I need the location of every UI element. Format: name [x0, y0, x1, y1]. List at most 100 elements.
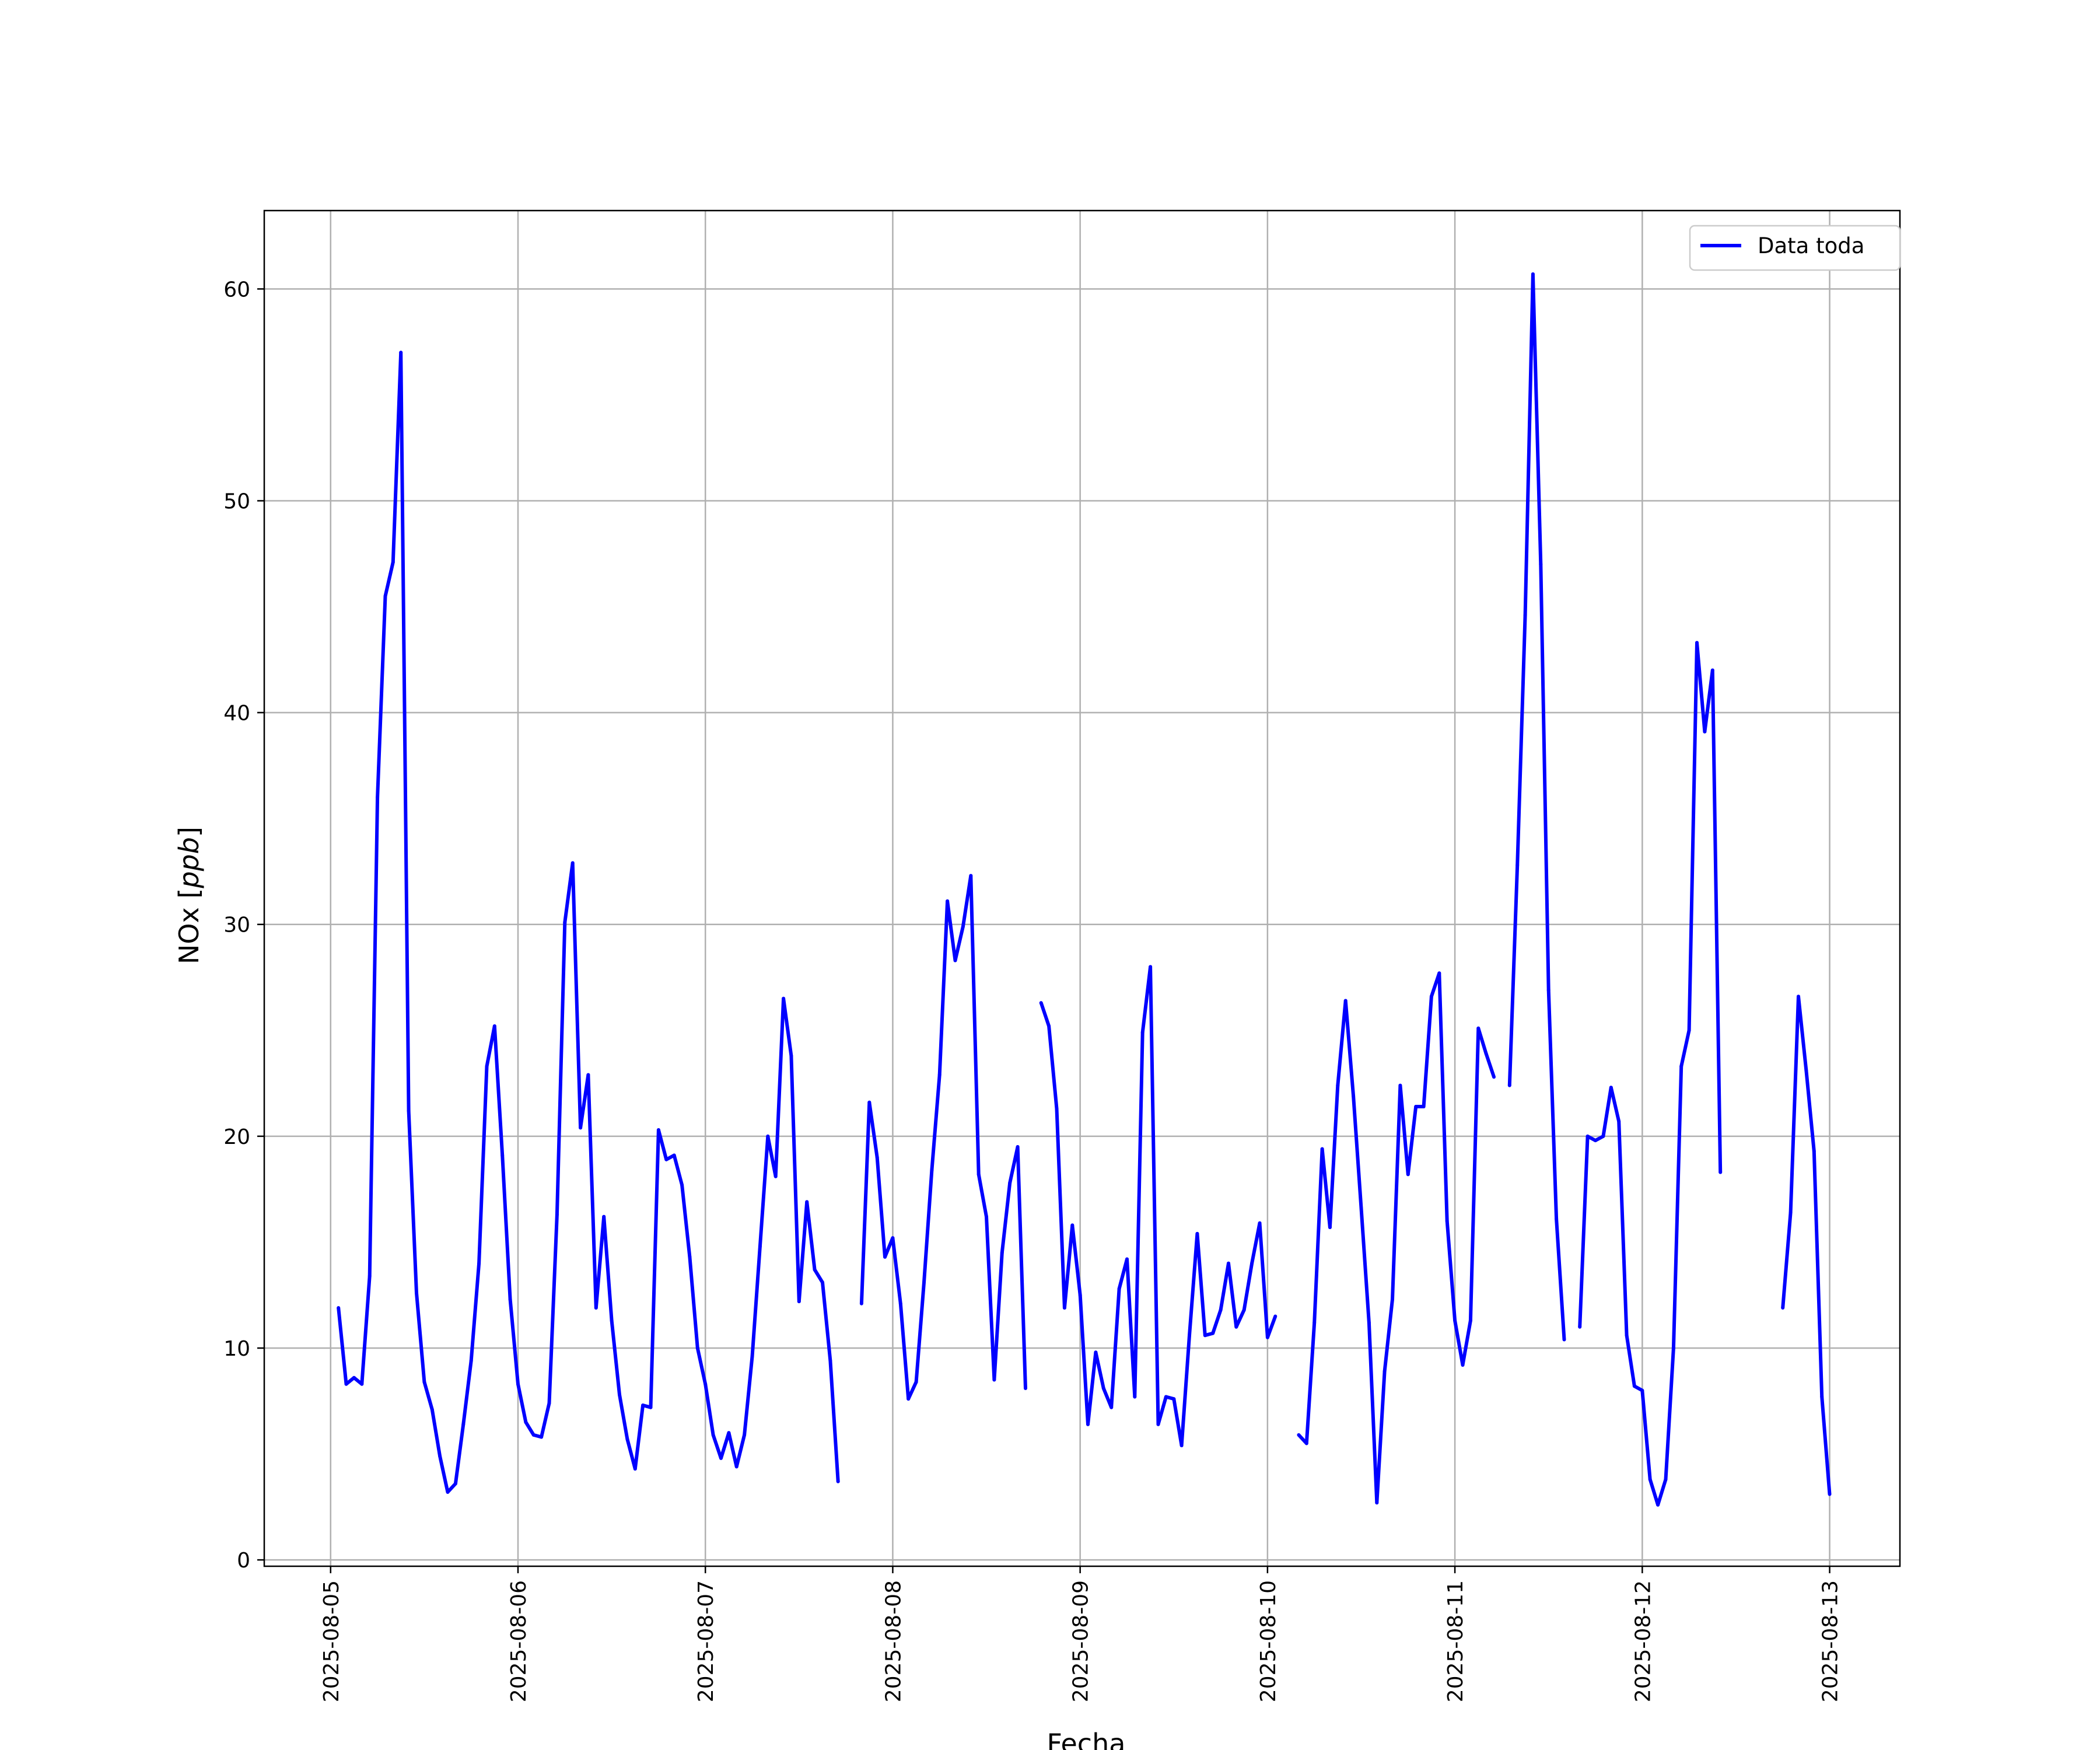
- x-tick-label: 2025-08-10: [1256, 1580, 1280, 1702]
- data-point: [1609, 1086, 1613, 1090]
- data-point: [1055, 1107, 1059, 1111]
- x-tick-label: 2025-08-08: [881, 1580, 905, 1702]
- data-point: [1000, 1251, 1004, 1255]
- data-point: [946, 899, 950, 903]
- data-point: [1016, 1145, 1020, 1149]
- data-point: [1117, 1287, 1121, 1291]
- data-point: [1203, 1334, 1207, 1338]
- data-point: [1094, 1350, 1098, 1354]
- data-point: [1242, 1308, 1246, 1312]
- y-axis-label-bracket-open: [: [173, 888, 205, 908]
- data-point: [891, 1236, 895, 1240]
- data-point: [602, 1214, 606, 1219]
- data-point: [774, 1174, 778, 1178]
- data-point: [797, 1300, 801, 1304]
- data-point: [930, 1168, 934, 1172]
- data-point: [1414, 1105, 1418, 1108]
- data-point: [1671, 1346, 1675, 1350]
- data-point: [1601, 1134, 1605, 1138]
- data-point: [1227, 1261, 1230, 1265]
- data-point: [555, 1213, 559, 1217]
- data-point: [1695, 640, 1699, 645]
- data-point: [1828, 1492, 1832, 1496]
- data-point: [1516, 863, 1520, 867]
- data-point: [1718, 1170, 1723, 1174]
- data-point: [1429, 995, 1433, 999]
- data-point: [664, 1157, 668, 1161]
- data-point: [719, 1456, 723, 1460]
- x-axis-label: Fecha: [1047, 1728, 1126, 1750]
- data-point: [376, 795, 380, 799]
- data-point: [1586, 1134, 1590, 1138]
- y-axis-label-bracket-close: ]: [173, 827, 205, 837]
- data-point: [1632, 1384, 1636, 1388]
- data-point: [750, 1354, 754, 1359]
- data-point: [422, 1380, 426, 1384]
- y-tick-label: 0: [237, 1549, 250, 1573]
- data-point: [704, 1382, 708, 1386]
- data-point: [656, 1128, 660, 1132]
- data-point: [766, 1134, 770, 1138]
- data-point: [1664, 1478, 1668, 1482]
- data-point: [813, 1268, 817, 1272]
- data-point: [524, 1420, 528, 1424]
- data-point: [821, 1280, 824, 1284]
- data-point: [1352, 1094, 1356, 1098]
- data-point: [969, 874, 973, 878]
- data-point: [360, 1382, 364, 1386]
- data-point: [453, 1482, 457, 1486]
- data-point: [1078, 1293, 1082, 1297]
- data-point: [1008, 1181, 1012, 1185]
- y-tick-label: 60: [223, 278, 250, 302]
- data-point: [399, 351, 403, 355]
- data-point: [1101, 1387, 1105, 1390]
- data-point: [1531, 272, 1535, 276]
- y-tick-label: 10: [223, 1337, 250, 1361]
- data-point: [1382, 1369, 1387, 1373]
- data-point: [1265, 1335, 1269, 1339]
- data-point: [672, 1153, 676, 1157]
- data-point: [438, 1454, 442, 1458]
- data-point: [1656, 1503, 1660, 1507]
- data-point: [618, 1392, 621, 1396]
- series-line-segment: [1297, 971, 1496, 1505]
- data-point: [727, 1431, 731, 1435]
- data-point: [1328, 1226, 1332, 1229]
- data-point: [1234, 1325, 1238, 1329]
- data-point: [1804, 1069, 1808, 1073]
- y-axis-label: NOx [ppb]: [173, 827, 205, 964]
- data-point: [1476, 1026, 1480, 1030]
- data-point: [1219, 1308, 1223, 1312]
- data-point: [1788, 1210, 1793, 1214]
- data-point: [1484, 1052, 1488, 1056]
- x-tick-label: 2025-08-06: [507, 1580, 531, 1702]
- data-point: [977, 1172, 981, 1177]
- data-point: [625, 1437, 629, 1441]
- legend: Data toda: [1689, 225, 1901, 271]
- data-point: [937, 1073, 942, 1077]
- data-point: [782, 996, 786, 1000]
- data-point: [1422, 1105, 1426, 1108]
- data-point: [1546, 988, 1550, 992]
- data-point: [922, 1280, 926, 1284]
- data-point: [1250, 1261, 1254, 1265]
- data-point: [579, 1126, 583, 1130]
- data-point: [547, 1401, 551, 1405]
- data-point: [907, 1397, 911, 1401]
- y-tick-label: 40: [223, 702, 250, 726]
- data-point: [1625, 1334, 1629, 1338]
- data-point: [758, 1244, 762, 1248]
- data-point: [415, 1291, 418, 1295]
- data-point: [1648, 1478, 1652, 1482]
- data-point: [1445, 1219, 1449, 1223]
- data-point: [1578, 1325, 1582, 1329]
- data-point: [531, 1433, 536, 1437]
- data-point: [391, 560, 395, 564]
- data-point: [337, 1306, 341, 1310]
- data-point: [953, 958, 957, 963]
- data-point: [1398, 1083, 1402, 1087]
- data-point: [540, 1435, 544, 1439]
- data-point: [1391, 1297, 1394, 1301]
- data-point: [836, 1479, 840, 1483]
